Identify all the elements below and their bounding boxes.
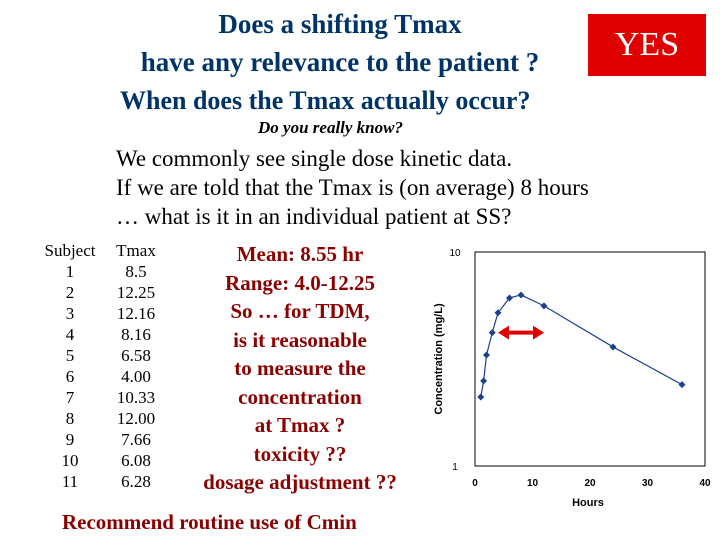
table-cell-tmax: 8.16: [121, 325, 151, 344]
table-row: 11 6.28: [44, 471, 176, 492]
table-cell-tmax: 8.5: [125, 262, 147, 281]
x-tick-label: 0: [472, 478, 478, 489]
summary-line: Range: 4.0-12.25: [225, 270, 375, 295]
table-body: 1 8.5 2 12.25 3 12.16 4 8.16 5 6.58 6 4.00 7 10.33 8 12…: [44, 261, 176, 492]
table-header-row: Subject Tmax: [44, 240, 176, 261]
table-cell-subject: 1: [65, 262, 75, 281]
summary-line: dosage adjustment ??: [203, 470, 397, 494]
table-cell-subject: 2: [65, 283, 75, 302]
data-point: [480, 377, 488, 385]
arrow-head-left: [498, 325, 509, 340]
table-row: 2 12.25: [44, 282, 176, 303]
table-cell-subject: 9: [65, 430, 75, 449]
table-cell-tmax: 10.33: [116, 388, 156, 407]
body-line-3: … what is it in an individual patient at…: [116, 204, 512, 229]
summary-line: Mean: 8.55 hr: [236, 242, 364, 266]
slide-subtitle: When does the Tmax actually occur?: [120, 86, 531, 115]
x-tick-label: 10: [527, 478, 539, 489]
table-cell-tmax: 4.00: [121, 367, 151, 386]
summary-line: toxicity ??: [253, 441, 347, 466]
table-cell-tmax: 12.25: [116, 283, 156, 302]
table-cell-tmax: 6.28: [121, 472, 151, 491]
chart-points: [477, 291, 686, 401]
slide-title-line2: have any relevance to the patient ?: [140, 47, 540, 77]
table-cell-subject: 5: [65, 346, 75, 365]
data-point: [488, 329, 496, 337]
table-row: 7 10.33: [44, 387, 176, 408]
data-point: [517, 291, 525, 299]
table-header-subject: Subject: [44, 241, 96, 260]
table-row: 1 8.5: [44, 261, 176, 282]
table-cell-tmax: 7.66: [121, 430, 151, 449]
table-header-tmax: Tmax: [116, 241, 156, 260]
body-line-1: We commonly see single dose kinetic data…: [116, 146, 513, 171]
table-cell-subject: 10: [61, 451, 79, 470]
x-tick-label: 20: [584, 478, 596, 489]
yes-badge: YES: [588, 14, 706, 76]
italic-note: Do you really know?: [258, 118, 403, 137]
recommendation-text: Recommend routine use of Cmin: [62, 510, 357, 534]
table-row: 8 12.00: [44, 408, 176, 429]
x-tick-label: 40: [699, 478, 711, 489]
table-cell-subject: 3: [65, 304, 75, 323]
table-cell-subject: 6: [65, 367, 75, 386]
data-point: [494, 309, 502, 317]
table-cell-subject: 7: [65, 388, 75, 407]
table-row: 10 6.08: [44, 450, 176, 471]
concentration-chart: 0 10 20 30 40 1 10 Hours Concentration (mg/L): [433, 248, 711, 509]
body-line-2: If we are told that the Tmax is (on aver…: [116, 175, 589, 200]
data-point: [540, 302, 548, 310]
chart-axes: [474, 251, 706, 467]
data-point: [678, 381, 686, 389]
tmax-range-arrow: [498, 325, 544, 340]
data-point: [483, 351, 490, 359]
summary-line: to measure the: [234, 356, 366, 380]
chart-x-label: Hours: [572, 497, 604, 509]
data-point: [506, 294, 513, 302]
series-line: [480, 294, 683, 398]
summary-line: at Tmax ?: [254, 413, 346, 437]
summary-line: concentration: [238, 384, 362, 409]
x-tick-label: 30: [642, 478, 654, 489]
tmax-table: Subject Tmax 1 8.5 2 12.25 3 12.16 4 8.16 5 6.58 6…: [44, 240, 176, 492]
slide-title-line1: Does a shifting Tmax: [218, 9, 462, 39]
table-cell-subject: 4: [65, 325, 75, 344]
y-tick-label: 1: [452, 462, 458, 473]
table-row: 3 12.16: [44, 303, 176, 324]
table-cell-tmax: 12.00: [116, 409, 156, 428]
y-tick-label: 10: [449, 248, 461, 259]
table-cell-tmax: 6.08: [121, 451, 151, 470]
summary-line: So … for TDM,: [230, 299, 370, 323]
table-cell-tmax: 12.16: [116, 304, 156, 323]
summary-line: is it reasonable: [233, 327, 367, 352]
table-cell-subject: 8: [65, 409, 75, 428]
arrow-head-right: [533, 325, 544, 340]
table-cell-subject: 11: [61, 472, 79, 491]
table-row: 6 4.00: [44, 366, 176, 387]
table-cell-tmax: 6.58: [121, 346, 151, 365]
plot-frame: [474, 251, 706, 467]
chart-y-label: Concentration (mg/L): [433, 303, 445, 415]
table-row: 9 7.66: [44, 429, 176, 450]
summary-text-block: Mean: 8.55 hr Range: 4.0-12.25 So … for …: [180, 240, 420, 497]
data-point: [609, 343, 617, 351]
table-row: 5 6.58: [44, 345, 176, 366]
chart-tick-labels: 0 10 20 30 40 1 10: [449, 248, 711, 489]
chart-series-line: [480, 294, 683, 398]
table-row: 4 8.16: [44, 324, 176, 345]
data-point: [477, 393, 485, 401]
